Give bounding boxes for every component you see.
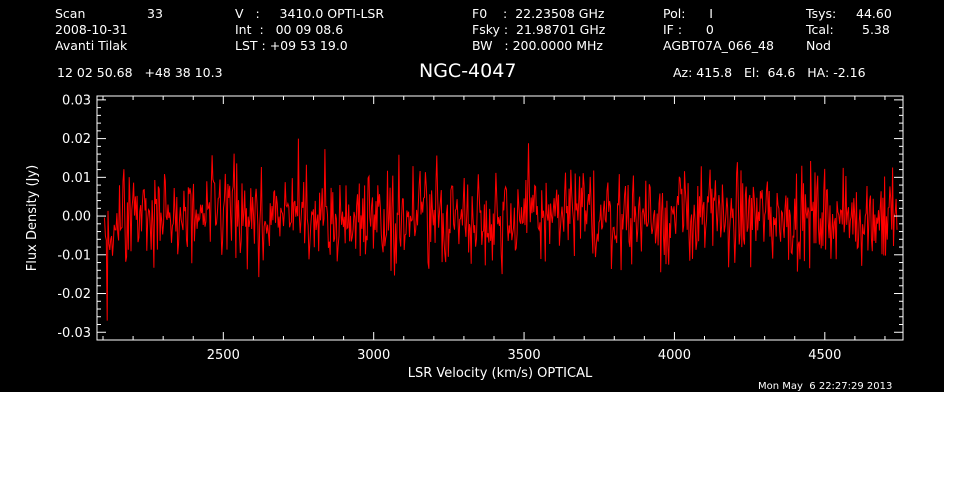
y-tick-label: -0.02 <box>57 287 91 302</box>
tcal-value: 5.38 <box>862 22 890 37</box>
y-tick-label: 0.03 <box>62 93 91 108</box>
sky-frequency: Fsky : 21.98701 GHz <box>472 22 606 37</box>
scan-number: 33 <box>147 6 163 21</box>
source-coordinates: 12 02 50.68 +48 38 10.3 <box>57 65 223 80</box>
tcal-label: Tcal: <box>806 22 834 37</box>
plot-timestamp: Mon May 6 22:27:29 2013 <box>758 381 893 392</box>
spectrum-chart: 2500 3000 3500 4000 4500 -0.03 -0.02 -0.01 0.00 0… <box>25 93 904 381</box>
y-tick-label: 0.00 <box>62 210 91 225</box>
observation-date: 2008-10-31 <box>55 22 128 37</box>
y-tick-label: 0.02 <box>62 132 91 147</box>
source-title: NGC-4047 <box>419 60 517 82</box>
y-axis-label: Flux Density (Jy) <box>25 165 40 271</box>
y-tick-label: -0.01 <box>57 248 91 263</box>
tsys-label: Tsys: <box>806 6 837 21</box>
x-axis-label: LSR Velocity (km/s) OPTICAL <box>408 366 593 381</box>
tsys-value: 44.60 <box>856 6 892 21</box>
observing-mode: Nod <box>806 38 831 53</box>
scan-label: Scan <box>55 6 86 21</box>
spectrum-line <box>104 138 898 321</box>
x-tick-label: 4500 <box>808 348 841 363</box>
y-tick-label: -0.03 <box>57 326 91 341</box>
velocity-info: V : 3410.0 OPTI-LSR <box>235 6 385 21</box>
x-tick-label: 2500 <box>207 348 240 363</box>
x-tick-label: 3500 <box>508 348 541 363</box>
project-id: AGBT07A_066_48 <box>663 38 774 53</box>
polarization: Pol: I <box>663 6 713 21</box>
x-tick-label: 3000 <box>357 348 390 363</box>
x-tick-label: 4000 <box>658 348 691 363</box>
observer-name: Avanti Tilak <box>55 38 128 53</box>
plot-frame <box>96 95 904 341</box>
y-tick-label: 0.01 <box>62 171 91 186</box>
if-number: IF : 0 <box>663 22 714 37</box>
plot-panel: Scan 33 V : 3410.0 OPTI-LSR F0 : 22.2350… <box>0 0 944 392</box>
lst-info: LST : +09 53 19.0 <box>235 38 348 53</box>
az-el-ha: Az: 415.8 El: 64.6 HA: -2.16 <box>673 65 866 80</box>
rest-frequency: F0 : 22.23508 GHz <box>472 6 605 21</box>
integration-time: Int : 00 09 08.6 <box>235 22 344 37</box>
bandwidth: BW : 200.0000 MHz <box>472 38 603 53</box>
